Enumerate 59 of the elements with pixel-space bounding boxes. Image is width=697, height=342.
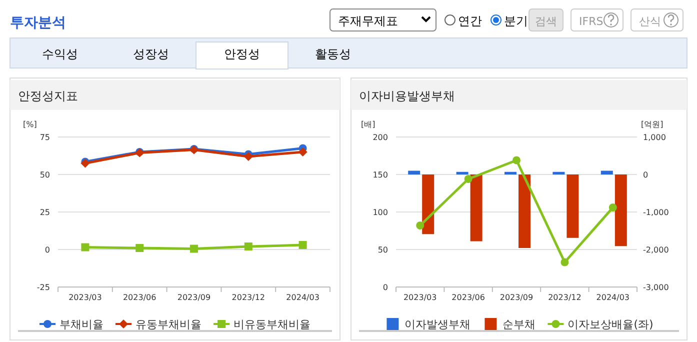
text: 안정성 (224, 47, 260, 61)
y2-tick-label: 1,000 (643, 133, 666, 142)
text: 활동성 (315, 47, 351, 61)
y2-tick-label: -1,000 (643, 208, 669, 217)
y-tick-label: 75 (40, 133, 50, 142)
point (512, 156, 520, 164)
legend-label: 유동부채비율 (136, 318, 202, 331)
y-tick-label: 200 (372, 133, 388, 142)
point (298, 148, 308, 156)
point (244, 152, 253, 161)
text: 연간 (458, 14, 482, 28)
y-tick-label: 0 (382, 283, 388, 292)
y-tick-label: 0 (44, 246, 50, 254)
text: 분기 (504, 14, 528, 28)
text: 성장성 (133, 47, 169, 61)
x-tick-label: 2024/03 (596, 293, 630, 302)
text: 검색 (535, 15, 557, 28)
y-axis-title: [배] (361, 120, 376, 129)
text: 수익성 (42, 47, 78, 61)
text: 산식 (639, 15, 661, 28)
chart-title: 이자비용발생부채 (359, 89, 455, 103)
y-tick-label: -25 (36, 283, 50, 292)
y-tick-label: 100 (372, 208, 388, 217)
x-tick-label: 2023/12 (232, 293, 266, 302)
text: 투자분석 (10, 15, 66, 31)
y-tick-label: 50 (40, 170, 50, 180)
x-tick-label: 2024/03 (286, 293, 320, 302)
y-tick-label: 50 (378, 246, 388, 254)
y2-tick-label: -3,000 (643, 283, 669, 292)
x-tick-label: 2023/09 (177, 293, 211, 302)
legend-label: 비유동부채비율 (234, 318, 310, 331)
text: IFRS (579, 15, 604, 28)
point (136, 244, 144, 252)
point (190, 244, 198, 253)
legend-label: 부채비율 (60, 318, 104, 331)
x-tick-label: 2023/09 (500, 293, 534, 302)
y2-tick-label: -2,000 (643, 246, 669, 254)
point (560, 258, 569, 266)
y-tick-label: 25 (40, 208, 50, 217)
x-tick-label: 2023/06 (122, 293, 156, 302)
x-tick-label: 2023/06 (452, 293, 485, 302)
point (244, 242, 252, 250)
x-tick-label: 2023/12 (548, 293, 582, 302)
x-tick-label: 2023/03 (403, 293, 437, 302)
legend-label: 이자보상배율(좌) (568, 318, 654, 331)
y-tick-label: 150 (372, 170, 388, 180)
chart-title: 안정성지표 (18, 89, 78, 103)
y2-tick-label: 0 (643, 170, 648, 180)
legend-label: 순부채 (502, 318, 536, 331)
point (81, 243, 90, 252)
legend-label: 이자발생부채 (404, 318, 471, 331)
y2-axis-title: [억원] (641, 120, 664, 129)
point (416, 222, 424, 230)
x-tick-label: 2023/03 (68, 293, 102, 302)
text: 주재무제표 (338, 14, 398, 28)
point (464, 175, 472, 183)
y-axis-title: [%] (23, 120, 37, 129)
point (298, 241, 307, 249)
point (608, 204, 617, 212)
